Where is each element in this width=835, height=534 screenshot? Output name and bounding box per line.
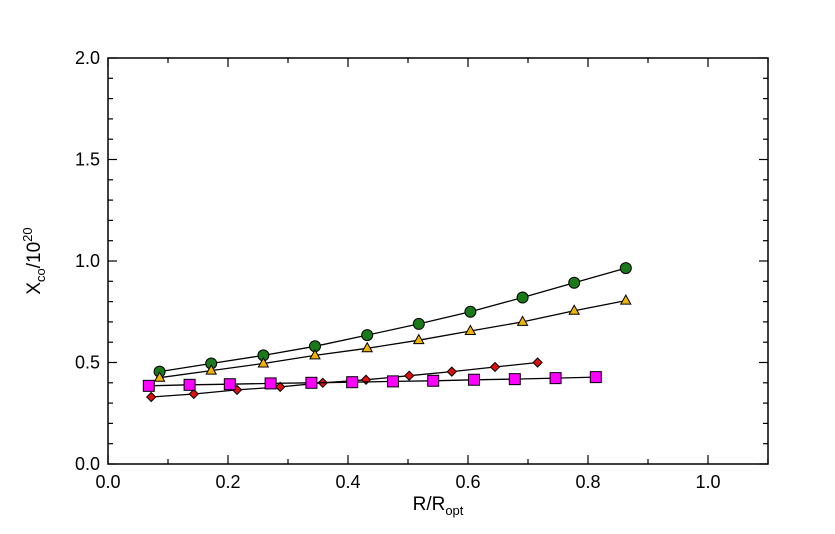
square-point — [264, 377, 277, 390]
triangle-point — [516, 315, 529, 326]
triangle-point — [361, 341, 374, 353]
triangle-point — [619, 294, 632, 305]
circle-point — [516, 291, 529, 304]
series-layer — [142, 262, 632, 403]
y-tick-label: 1.5 — [75, 150, 100, 170]
square-point — [142, 379, 155, 392]
circle-point — [619, 262, 632, 275]
y-tick-labels: 0.0 0.5 1.0 1.5 2.0 — [75, 48, 100, 474]
triangle-point — [153, 371, 166, 382]
diamond-point — [274, 381, 286, 393]
x-tick-label: 0.2 — [215, 472, 240, 492]
square-point — [387, 375, 399, 388]
square-point — [183, 378, 196, 391]
x-tick-label: 0.8 — [575, 472, 600, 492]
series-circle — [153, 262, 632, 378]
x-axis-title: R/Ropt — [413, 494, 464, 518]
square-point — [223, 378, 236, 391]
diamond-point — [188, 388, 200, 400]
square-point — [508, 373, 521, 386]
y-axis-title: Xco/1020 — [20, 227, 48, 294]
diamond-point — [360, 374, 372, 385]
circle-point — [568, 276, 581, 289]
y-tick-label: 0.0 — [75, 454, 100, 474]
square-point — [305, 376, 318, 389]
square-point — [589, 371, 602, 384]
series-line — [151, 361, 538, 398]
circle-point — [412, 317, 425, 330]
triangle-point — [412, 333, 425, 345]
diamond-point — [489, 361, 501, 373]
series-square — [142, 371, 602, 392]
diamond-point — [145, 391, 157, 403]
triangle-point — [568, 304, 581, 315]
diamond-point — [446, 366, 458, 377]
series-line — [159, 267, 626, 373]
triangle-point — [309, 348, 321, 360]
square-point — [468, 373, 480, 386]
series-diamond — [145, 357, 543, 403]
square-point — [346, 376, 359, 389]
axis-ticks — [107, 57, 769, 465]
triangle-point — [464, 324, 477, 336]
square-point — [549, 372, 562, 385]
triangle-point — [205, 364, 218, 375]
circle-point — [361, 329, 374, 342]
square-point — [427, 374, 440, 387]
y-tick-label: 1.0 — [75, 251, 100, 271]
series-triangle — [153, 294, 632, 382]
x-tick-label: 1.0 — [695, 472, 720, 492]
diamond-point — [532, 357, 543, 368]
diamond-point — [403, 370, 415, 381]
triangle-point — [257, 356, 270, 368]
y-tick-label: 0.5 — [75, 353, 100, 373]
series-line — [159, 299, 626, 379]
y-tick-label: 2.0 — [75, 48, 100, 68]
series-line — [148, 376, 596, 387]
x-tick-labels: 0.0 0.2 0.4 0.6 0.8 1.0 — [95, 472, 720, 492]
plot-frame — [107, 57, 769, 465]
circle-point — [464, 305, 477, 318]
x-tick-label: 0.4 — [335, 472, 360, 492]
x-tick-label: 0.6 — [455, 472, 480, 492]
x-tick-label: 0.0 — [95, 472, 120, 492]
